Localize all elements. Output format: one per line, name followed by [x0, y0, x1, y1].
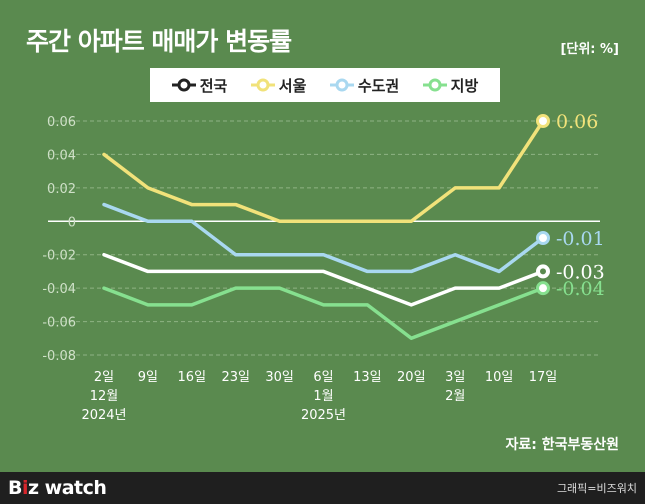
y-tick-label-3: 0	[68, 215, 76, 230]
legend-marker-2	[329, 78, 354, 92]
legend-label-2: 수도권	[357, 76, 400, 95]
end-label-3: -0.04	[556, 278, 605, 300]
y-tick-label-7: -0.08	[42, 349, 76, 364]
legend-label-0: 전국	[199, 76, 228, 95]
chart-title: 주간 아파트 매매가 변동률	[26, 27, 292, 56]
series-line-0	[102, 252, 545, 307]
graphic-credit: 그래픽=비즈워치	[556, 482, 637, 495]
x-tick-label-2: 16일	[178, 370, 207, 385]
x-tick-label-0: 2일	[94, 370, 114, 385]
end-point-3	[536, 281, 550, 296]
y-tick-label-6: -0.06	[42, 316, 76, 331]
end-point-1	[536, 114, 550, 128]
x-tick-label-9: 10일	[485, 370, 514, 385]
series-line-3	[102, 286, 545, 341]
legend-marker-3	[422, 78, 447, 92]
legend-item-3: 지방	[422, 75, 479, 96]
x-sublabel-5-0: 1월	[313, 389, 333, 404]
x-tick-label-3: 23일	[221, 370, 250, 385]
unit-label: [단위: %]	[560, 42, 619, 57]
series-line-2	[102, 202, 545, 274]
end-point-inner-0	[540, 268, 546, 275]
y-tick-label-2: 0.02	[47, 182, 76, 197]
x-sublabel-5-1: 2025년	[301, 408, 346, 423]
end-label-1: 0.06	[556, 111, 598, 133]
legend-marker-0	[171, 78, 196, 92]
legend-item-1: 서울	[250, 75, 307, 96]
x-sublabel-0-0: 12월	[90, 389, 119, 404]
x-tick-label-4: 30일	[265, 370, 294, 385]
legend-item-2: 수도권	[329, 75, 400, 96]
footer-bar: Biz watch 그래픽=비즈워치	[0, 472, 645, 504]
y-tick-label-5: -0.04	[42, 282, 76, 297]
legend-label-3: 지방	[450, 76, 479, 95]
x-tick-label-1: 9일	[138, 370, 158, 385]
y-tick-label-4: -0.02	[42, 249, 76, 264]
x-tick-label-7: 20일	[397, 370, 426, 385]
legend-marker-1	[250, 78, 275, 92]
x-tick-label-5: 6일	[313, 370, 333, 385]
bizwatch-logo: Biz watch	[8, 477, 107, 499]
y-tick-label-0: 0.06	[47, 115, 76, 130]
x-sublabel-8-0: 2월	[445, 389, 465, 404]
series-line-1	[102, 119, 545, 224]
end-label-0: -0.03	[556, 261, 605, 283]
source-note: 자료: 한국부동산원	[505, 437, 619, 453]
legend-label-1: 서울	[278, 76, 307, 95]
x-tick-label-8: 3일	[445, 370, 465, 385]
legend: 전국 서울 수도권 지방	[150, 68, 500, 102]
legend-item-0: 전국	[171, 75, 228, 96]
x-sublabel-0-1: 2024년	[81, 408, 126, 423]
end-point-2	[536, 231, 550, 245]
end-label-2: -0.01	[556, 228, 605, 250]
x-tick-label-6: 13일	[353, 370, 382, 385]
x-tick-label-10: 17일	[529, 370, 558, 385]
y-tick-label-1: 0.04	[47, 148, 76, 163]
